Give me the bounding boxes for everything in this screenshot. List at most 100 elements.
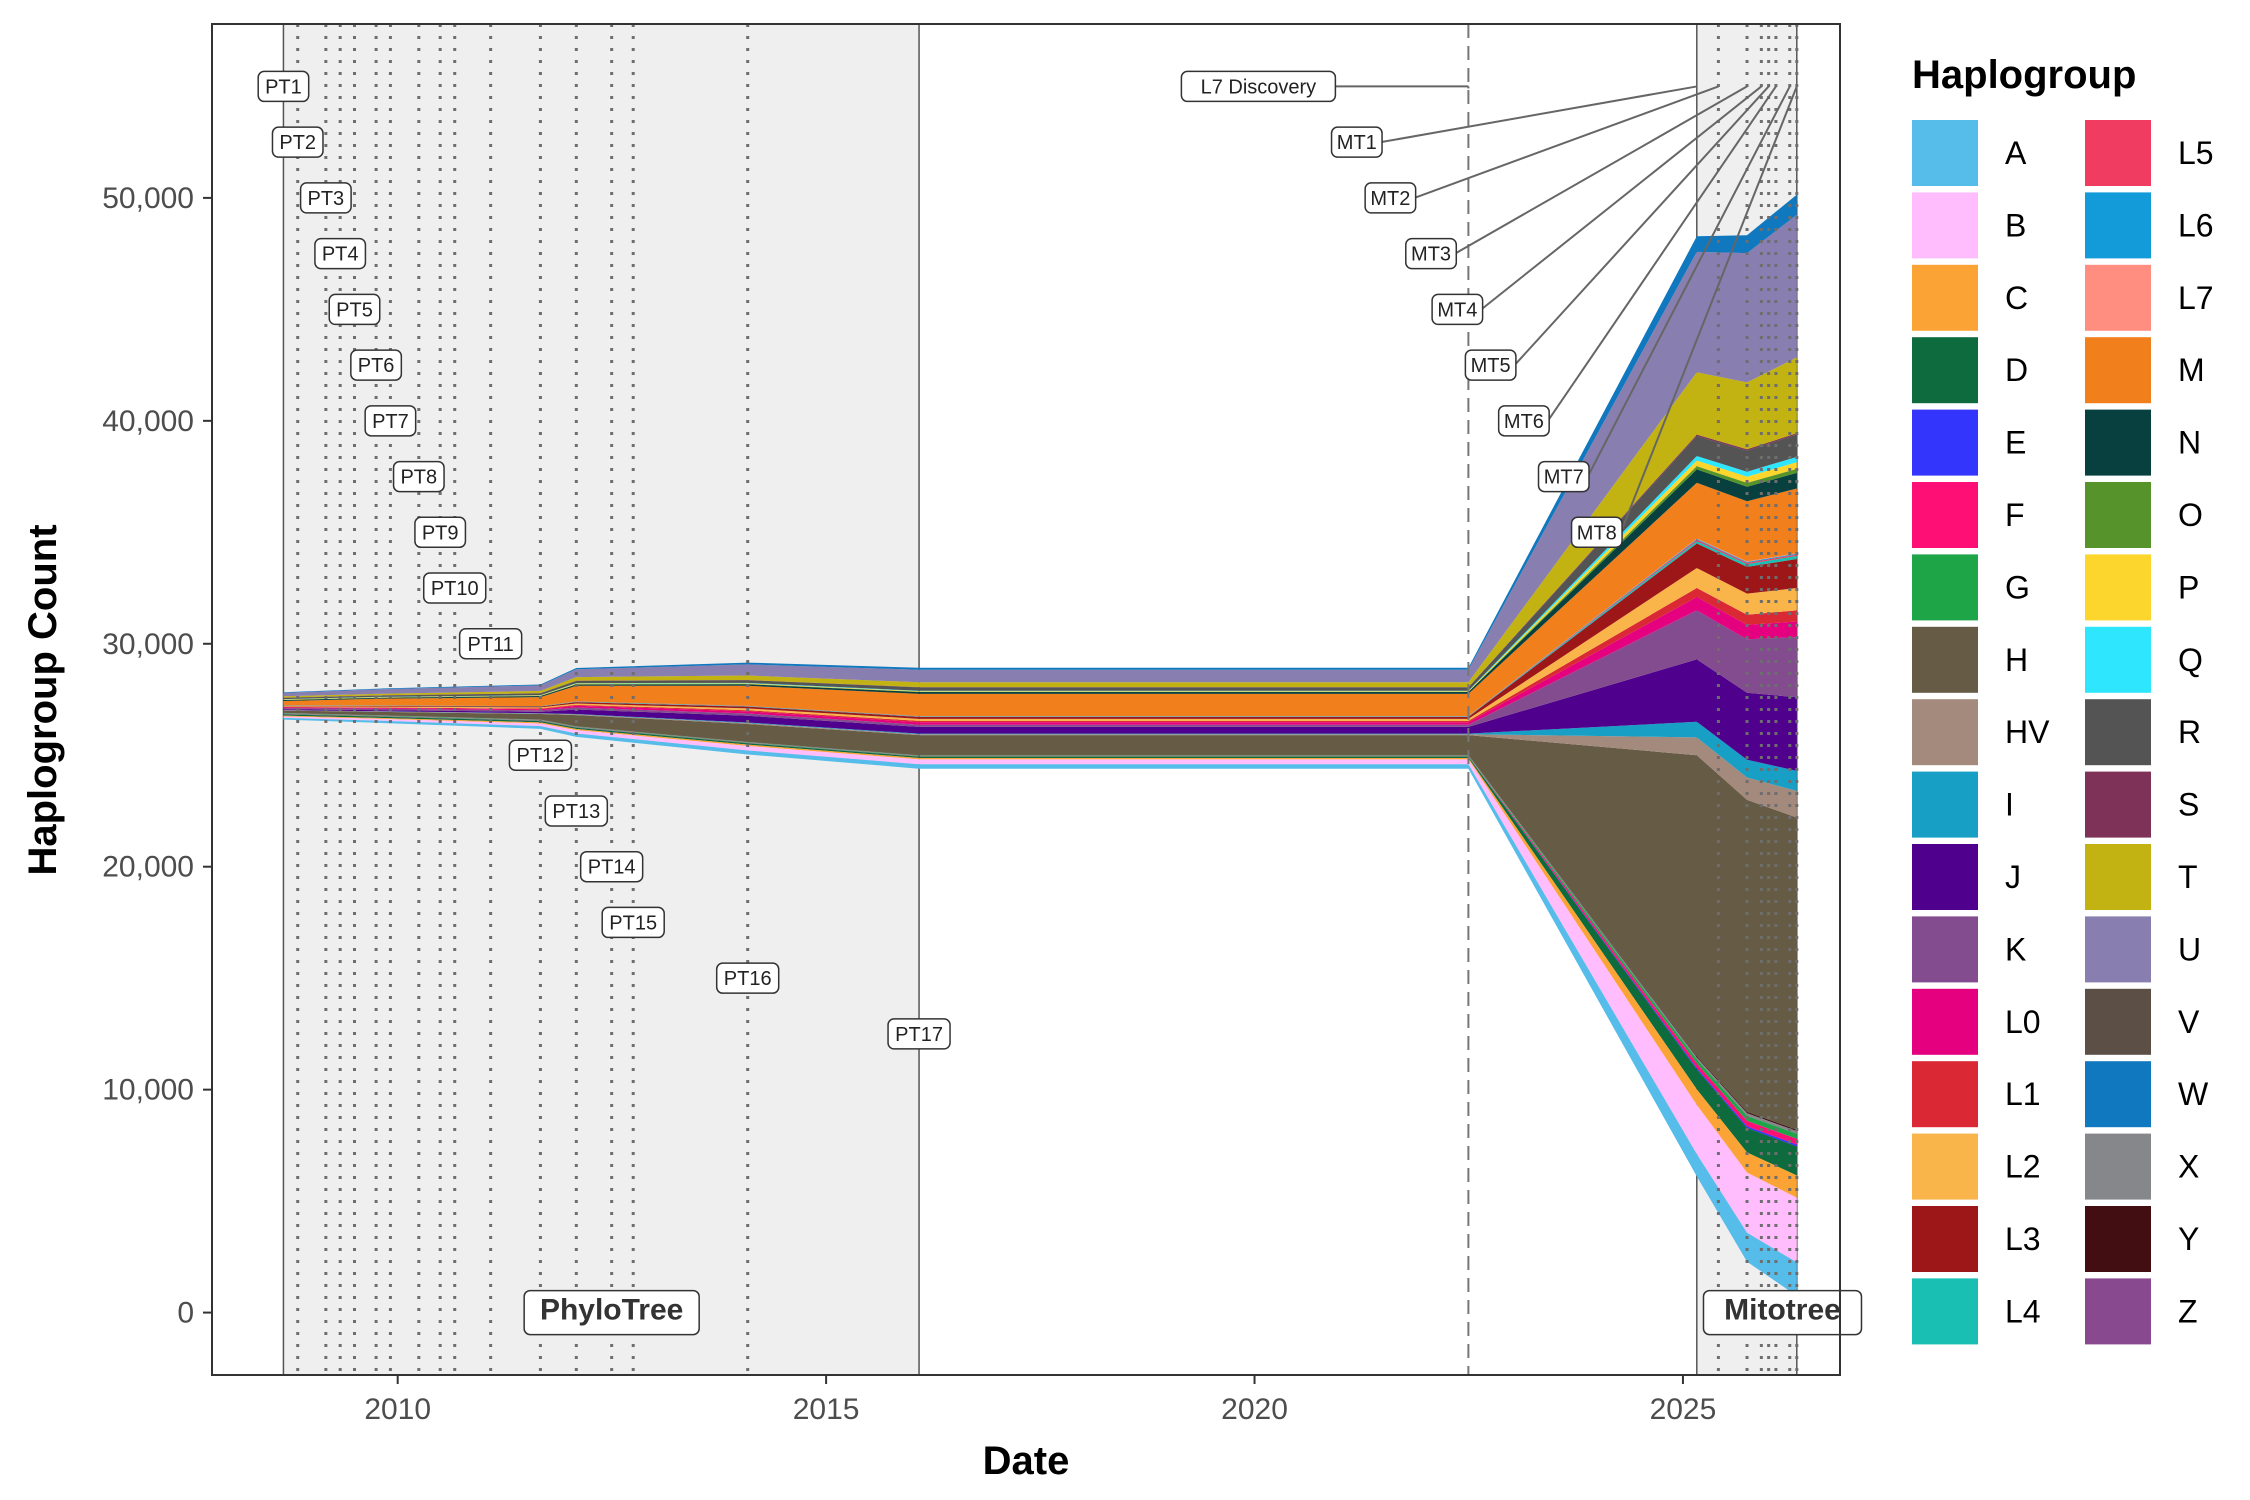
label-pt17: PT17 (895, 1024, 943, 1046)
leader-mt8 (1619, 86, 1798, 533)
legend-key-s (2085, 771, 2151, 838)
panel-border (211, 23, 1841, 1376)
label-pt6-box (350, 349, 403, 381)
label-mt3: MT3 (1411, 244, 1451, 266)
label-pt5: PT5 (336, 299, 373, 321)
label-pt1: PT1 (265, 76, 302, 98)
legend-label-l0: L0 (2005, 1004, 2041, 1040)
label-mt5: MT5 (1471, 355, 1511, 377)
label-pt13-box (544, 795, 609, 827)
legend-label-u: U (2178, 931, 2201, 967)
legend-key-l5 (2085, 120, 2151, 186)
leader-mt4 (1480, 85, 1762, 311)
legend-label-e: E (2005, 425, 2026, 461)
legend-key-v (2085, 988, 2151, 1055)
label-pt3-box (299, 182, 352, 214)
legend-label-l6: L6 (2178, 207, 2214, 243)
area-h (283, 710, 1797, 1130)
label-mt1: MT1 (1337, 132, 1377, 154)
legend-label-k: K (2005, 931, 2026, 967)
label-pt17-box (887, 1018, 951, 1050)
legend-key-f (1912, 482, 1978, 548)
label-pt16: PT16 (724, 968, 772, 990)
legend-label-b: B (2005, 207, 2026, 243)
legend-label-f: F (2005, 497, 2025, 533)
legend-title: Haplogroup (1912, 53, 2136, 97)
legend-label-j: J (2005, 859, 2021, 895)
legend-label-z: Z (2178, 1293, 2198, 1329)
label-era-phylotree: PhyloTree (540, 1294, 683, 1327)
legend-key-r (2085, 699, 2151, 766)
label-mt6: MT6 (1504, 411, 1544, 433)
label-event: L7 Discovery (1201, 76, 1317, 98)
legend-label-l3: L3 (2005, 1221, 2041, 1257)
legend-label-x: X (2178, 1149, 2199, 1185)
legend-key-z (2085, 1278, 2151, 1345)
legend-key-x (2085, 1133, 2151, 1200)
label-mt6-box (1497, 405, 1550, 437)
y-tick-label: 20,000 (102, 851, 194, 884)
y-tick-label: 50,000 (102, 182, 194, 215)
label-pt9-box (414, 516, 467, 549)
legend-key-hv (1912, 699, 1978, 766)
legend-label-s: S (2178, 787, 2199, 823)
legend-key-u (2085, 916, 2151, 983)
legend-label-q: Q (2178, 642, 2203, 678)
legend-key-w (2085, 1061, 2151, 1128)
label-pt8: PT8 (400, 467, 437, 489)
label-mt4: MT4 (1437, 299, 1477, 321)
label-pt5-box (328, 293, 381, 326)
legend-key-l7 (2085, 264, 2151, 331)
legend-key-j (1912, 844, 1978, 910)
label-pt4: PT4 (322, 244, 359, 266)
legend-label-o: O (2178, 497, 2203, 533)
legend-key-g (1912, 554, 1978, 621)
legend-label-y: Y (2178, 1221, 2199, 1257)
legend-label-d: D (2005, 352, 2028, 388)
y-tick-label: 30,000 (102, 628, 194, 661)
label-mt7-box (1537, 460, 1590, 493)
label-pt11-box (458, 628, 523, 660)
leader-mt6 (1547, 85, 1777, 422)
label-pt2: PT2 (279, 132, 316, 154)
leader-mt5 (1513, 85, 1770, 366)
label-pt15-box (601, 906, 665, 939)
y-tick-label: 40,000 (102, 405, 194, 438)
label-pt8-box (392, 460, 445, 493)
x-tick-label: 2010 (364, 1393, 431, 1426)
label-pt12-box (508, 739, 573, 771)
legend-key-t (2085, 844, 2151, 910)
legend-key-y (2085, 1206, 2151, 1272)
label-pt15: PT15 (609, 912, 657, 934)
legend-key-l0 (1912, 988, 1978, 1055)
legend-key-l1 (1912, 1061, 1978, 1128)
x-tick-label: 2020 (1221, 1393, 1288, 1426)
label-pt11: PT11 (467, 634, 513, 656)
legend-key-o (2085, 482, 2151, 548)
legend-label-l5: L5 (2178, 135, 2214, 171)
legend-key-q (2085, 626, 2151, 693)
legend: Haplogroup AB CD EFG H HV IJK L0 L1 L2 L3 L4 L5 L6 L7 M… (1912, 53, 2214, 1345)
label-mt3-box (1405, 237, 1458, 270)
label-pt3: PT3 (308, 188, 345, 210)
label-pt1-box (257, 70, 310, 103)
legend-key-d (1912, 337, 1978, 404)
legend-key-i (1912, 771, 1978, 838)
y-axis: 0 10,000 20,000 30,000 40,000 50,000 (102, 182, 212, 1330)
legend-key-k (1912, 916, 1978, 983)
label-mt2-box (1364, 182, 1417, 214)
label-era-phylotree-box (523, 1289, 700, 1336)
legend-label-r: R (2178, 714, 2201, 750)
label-pt9: PT9 (422, 522, 459, 544)
label-mt8: MT8 (1577, 522, 1617, 544)
y-tick-label: 0 (177, 1297, 194, 1330)
leader-mt7 (1586, 85, 1791, 478)
legend-label-l2: L2 (2005, 1149, 2041, 1185)
legend-key-l4 (1912, 1278, 1978, 1345)
legend-key-c (1912, 264, 1978, 331)
label-pt6: PT6 (358, 355, 395, 377)
legend-label-hv: HV (2005, 714, 2050, 750)
label-pt13: PT13 (552, 801, 600, 823)
label-mt5-box (1464, 349, 1517, 381)
